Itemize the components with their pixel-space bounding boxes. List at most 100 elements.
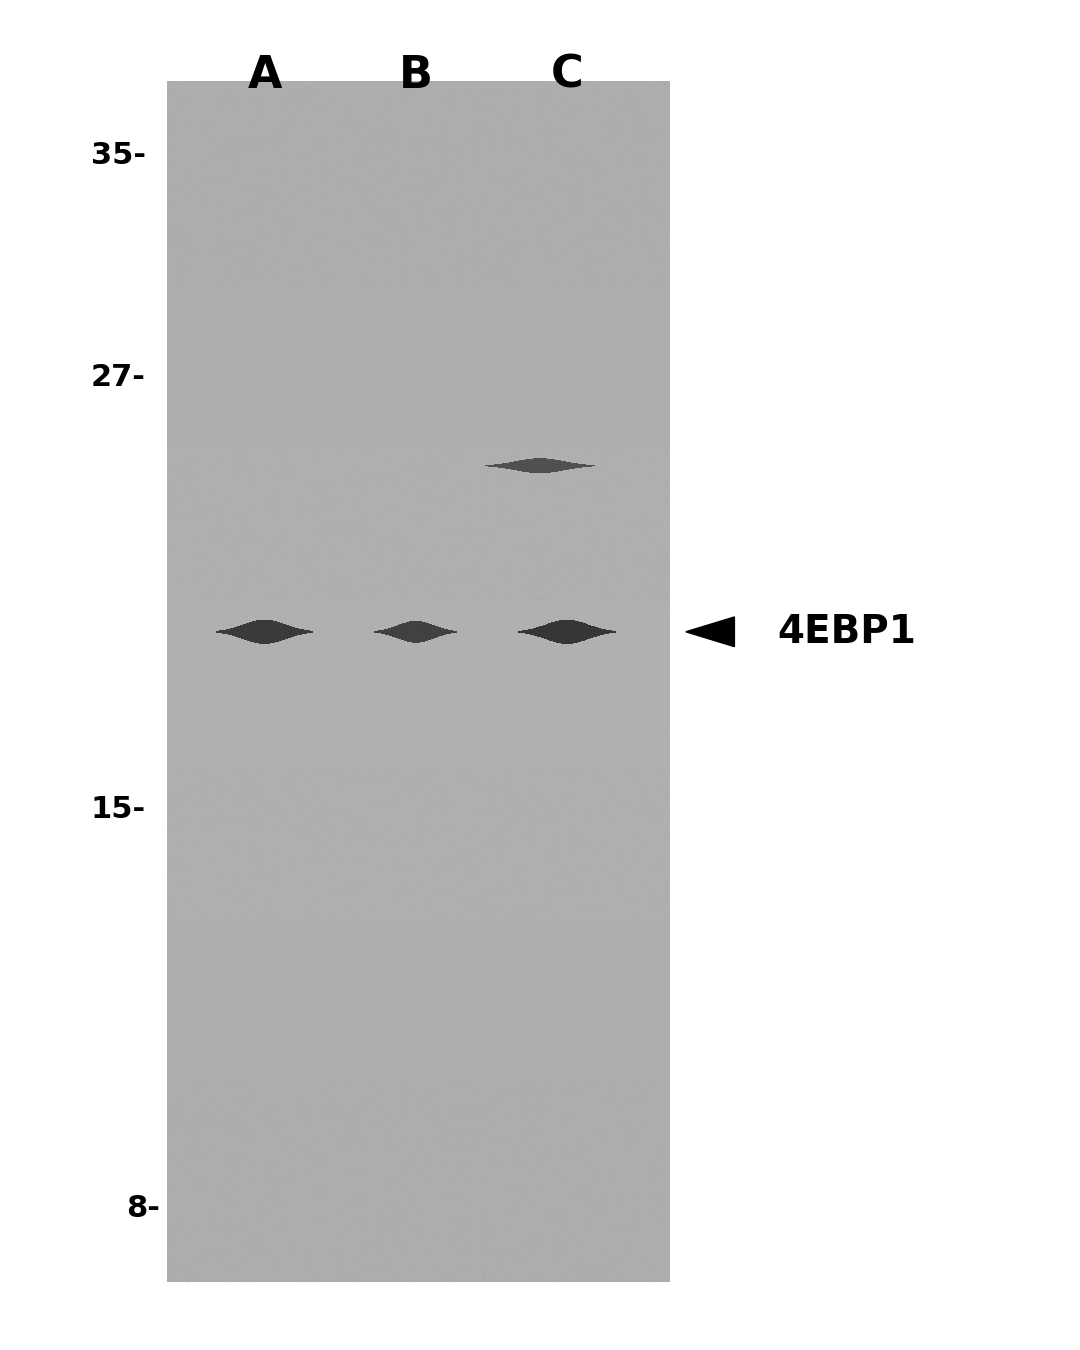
Point [591, 737, 608, 759]
Point [508, 726, 525, 748]
Point [227, 879, 244, 900]
Point [194, 513, 212, 535]
Point [222, 832, 240, 853]
Point [474, 502, 491, 524]
Point [308, 406, 325, 428]
Point [627, 844, 645, 865]
Point [472, 234, 489, 255]
Point [441, 807, 458, 829]
Point [451, 1266, 469, 1288]
Point [650, 1270, 667, 1292]
Point [621, 177, 638, 198]
Point [201, 1224, 218, 1246]
Point [650, 1007, 667, 1029]
Point [159, 954, 176, 976]
Bar [167, 339, 670, 346]
Point [229, 455, 246, 477]
Point [467, 786, 484, 807]
Point [581, 234, 598, 255]
Point [187, 235, 204, 256]
Point [241, 1071, 258, 1092]
Point [375, 1256, 392, 1277]
Point [292, 1138, 309, 1160]
Point [497, 740, 514, 761]
Point [580, 832, 597, 853]
Point [462, 1103, 480, 1125]
Point [487, 1231, 504, 1253]
Point [539, 1193, 556, 1215]
Point [326, 1071, 343, 1092]
Point [382, 567, 400, 589]
Point [308, 240, 325, 262]
Point [593, 1254, 610, 1276]
Point [428, 373, 445, 394]
Point [550, 1116, 567, 1138]
Point [581, 1161, 598, 1183]
Point [335, 301, 352, 323]
Point [657, 1230, 674, 1251]
Point [357, 1158, 375, 1180]
Point [399, 733, 416, 755]
Point [578, 836, 595, 857]
Point [442, 153, 459, 174]
Point [273, 648, 291, 670]
Point [274, 1210, 292, 1231]
Point [265, 327, 282, 348]
Point [180, 221, 198, 243]
Point [176, 300, 193, 321]
Point [377, 101, 394, 123]
Point [389, 558, 406, 579]
Point [455, 1133, 472, 1154]
Point [471, 814, 488, 836]
Point [180, 327, 198, 348]
Point [420, 491, 437, 513]
Point [399, 306, 416, 328]
Point [465, 471, 483, 493]
Point [637, 878, 654, 899]
Point [576, 230, 593, 251]
Point [546, 436, 564, 458]
Point [199, 1145, 216, 1166]
Point [328, 1153, 346, 1174]
Point [497, 1239, 514, 1261]
Point [512, 1177, 529, 1199]
Point [514, 903, 531, 925]
Point [433, 927, 450, 949]
Point [539, 998, 556, 1019]
Point [459, 389, 476, 410]
Point [273, 236, 291, 258]
Point [215, 879, 232, 900]
Point [499, 1083, 516, 1104]
Point [165, 1089, 183, 1111]
Point [397, 374, 415, 396]
Point [521, 1012, 538, 1034]
Point [542, 413, 559, 435]
Point [481, 605, 498, 626]
Point [377, 370, 394, 392]
Point [171, 792, 188, 814]
Point [473, 508, 490, 529]
Point [584, 983, 602, 1004]
Point [367, 1111, 384, 1133]
Point [468, 1064, 485, 1085]
Point [285, 684, 302, 706]
Point [476, 721, 494, 743]
Point [380, 1158, 397, 1180]
Point [338, 749, 355, 771]
Point [300, 392, 318, 413]
Point [575, 861, 592, 883]
Point [388, 184, 405, 205]
Point [434, 718, 451, 740]
Point [448, 679, 465, 701]
Point [315, 364, 333, 386]
Point [440, 931, 457, 953]
Point [181, 159, 199, 181]
Point [242, 973, 259, 995]
Point [333, 95, 350, 116]
Point [363, 643, 380, 664]
Point [259, 284, 276, 305]
Point [405, 606, 422, 628]
Point [305, 448, 322, 470]
Point [505, 609, 523, 630]
Point [518, 333, 536, 355]
